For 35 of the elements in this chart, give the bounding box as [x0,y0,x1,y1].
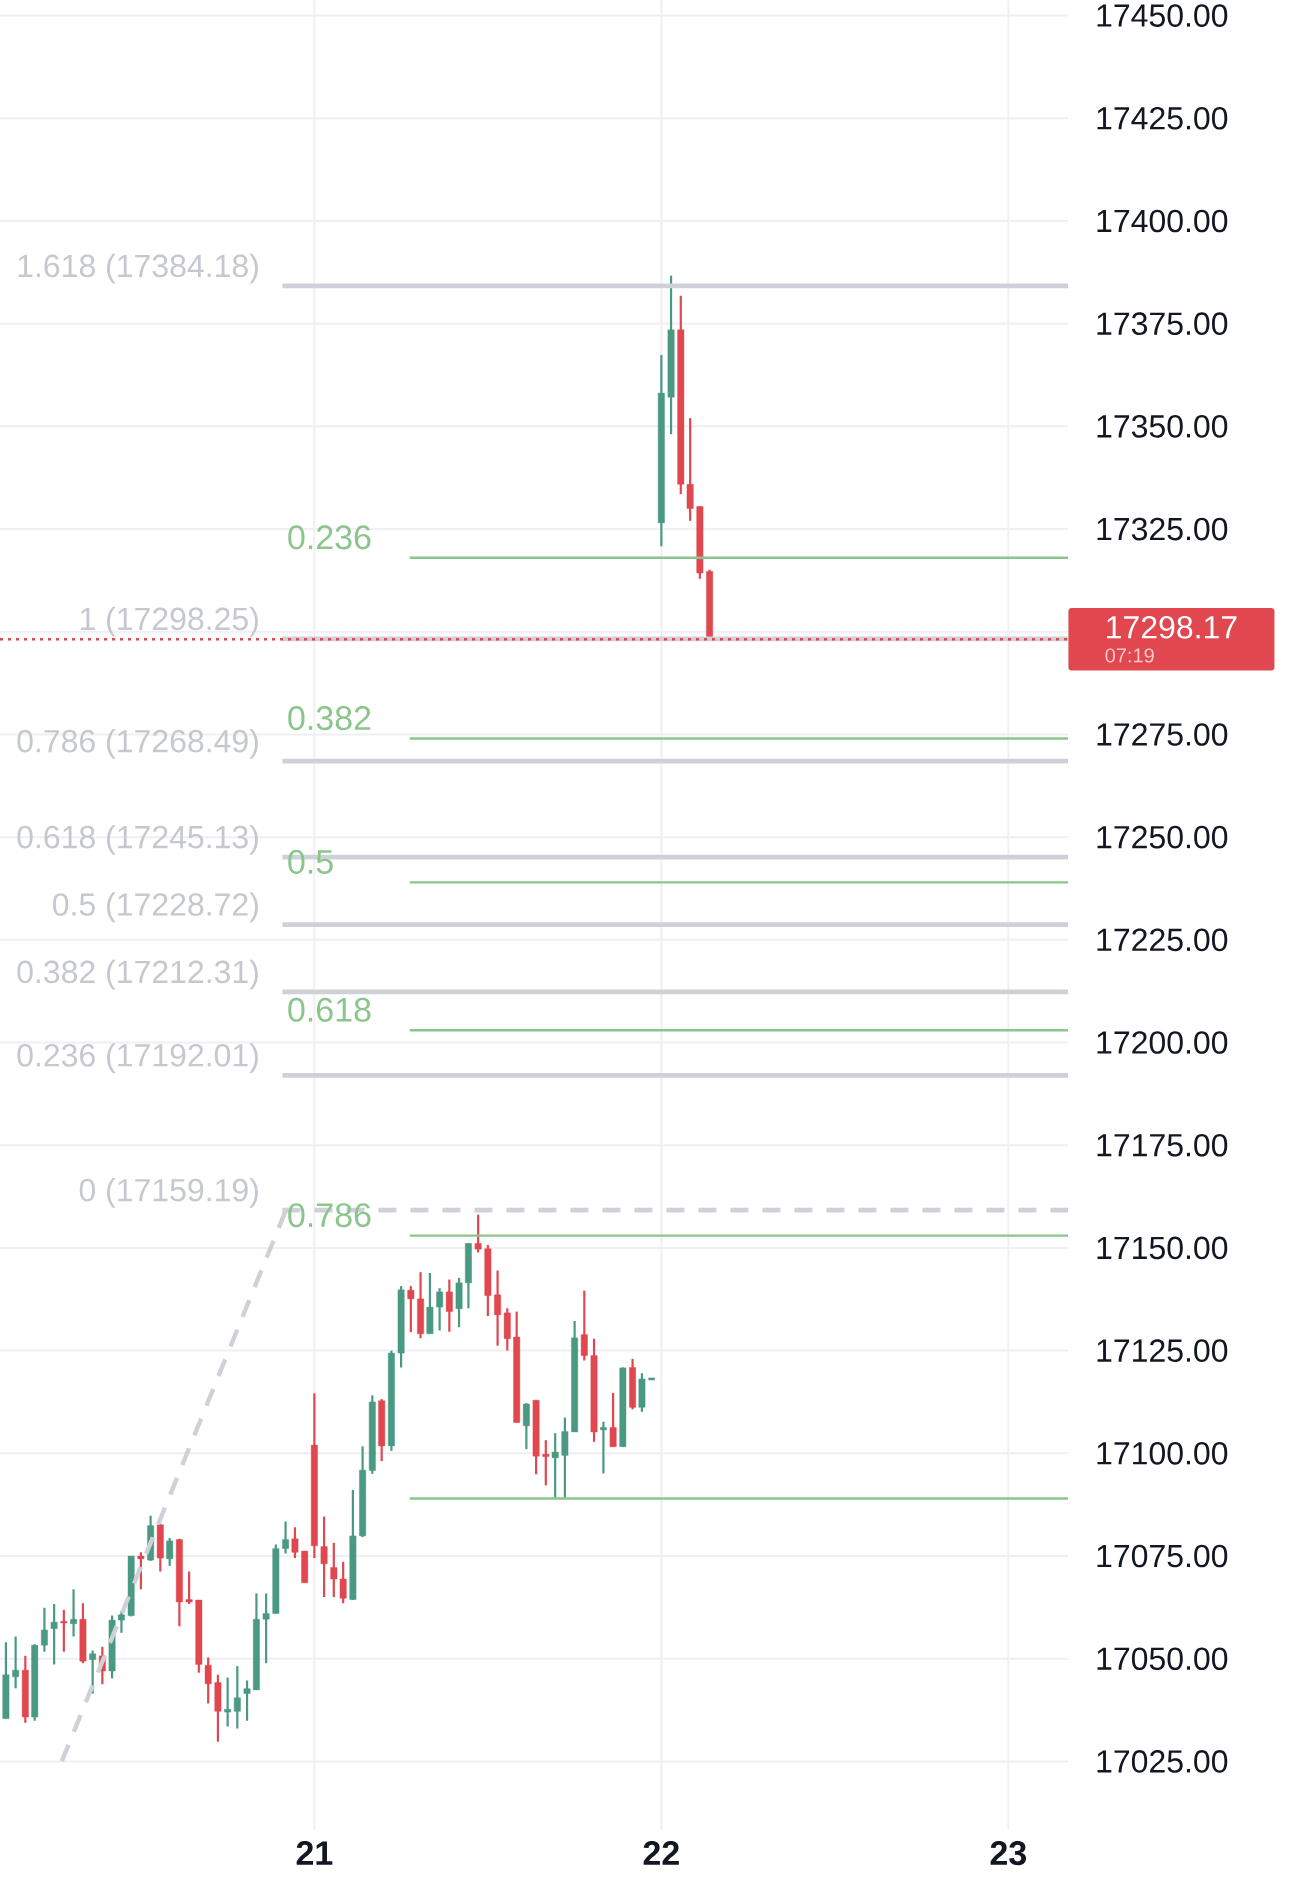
ref-line-label: 1 (17298.25) [80,606,258,637]
ref-line-label: 0.382 (17212.31) [17,959,258,990]
ref-line-label: 0.5 (17228.72) [53,892,258,923]
y-tick-label: 17325.00 [1097,517,1228,541]
x-tick-label: 22 [643,1841,679,1865]
y-tick-label: 17200.00 [1097,1031,1228,1054]
annotation: 0.382 [288,706,371,731]
ref-line-label: 0 (17159.19) [79,1177,258,1208]
y-tick-label: 17250.00 [1097,825,1228,849]
y-tick-label: 17225.00 [1097,928,1228,952]
y-tick-label: 17450.00 [1097,4,1228,27]
x-tick-label: 23 [990,1841,1027,1866]
y-tick-label: 17425.00 [1097,106,1228,130]
y-tick-label: 17150.00 [1097,1236,1228,1260]
annotation: 0.786 [288,1203,371,1228]
ref-line-label: 0.618 (17245.13) [17,824,258,855]
y-tick-label: 17175.00 [1097,1133,1228,1157]
annotation: 0.236 [288,525,371,550]
annotation: 0.618 [288,997,371,1022]
y-tick-label: 17400.00 [1097,209,1228,233]
ref-line-label: 17298.17 [1107,616,1237,639]
text: 07:19 [1105,648,1154,663]
y-tick-label: 17100.00 [1097,1442,1228,1465]
x-tick-label: 21 [296,1841,333,1865]
ref-line-label: 1.618 (17384.18) [18,253,258,284]
y-tick-label: 17050.00 [1097,1647,1228,1671]
y-tick-label: 17375.00 [1097,312,1228,335]
y-tick-label: 17275.00 [1097,723,1228,746]
ref-line-label: 0.236 (17192.01) [17,1043,258,1073]
y-tick-label: 17075.00 [1097,1544,1228,1568]
annotation: 0.5 [288,849,333,874]
y-tick-label: 17025.00 [1097,1750,1228,1773]
y-tick-label: 17350.00 [1097,415,1228,438]
ref-line-label: 0.786 (17268.49) [17,728,258,759]
y-tick-label: 17125.00 [1097,1339,1228,1362]
